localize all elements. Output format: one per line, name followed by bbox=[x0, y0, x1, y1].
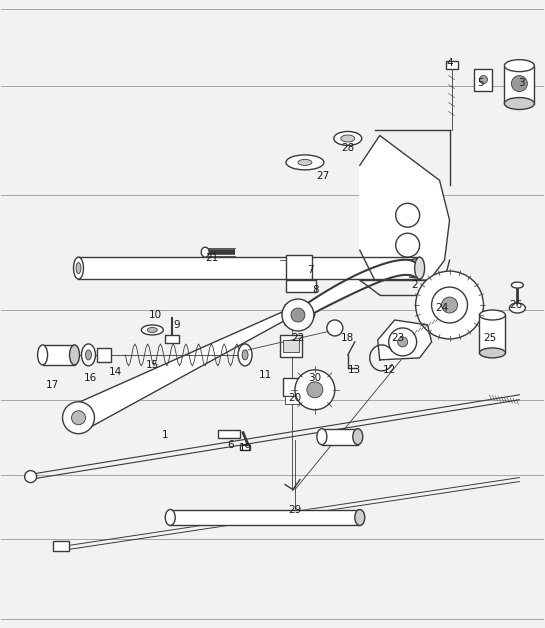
Bar bbox=[286, 280, 316, 292]
Bar bbox=[280, 335, 302, 357]
Text: 29: 29 bbox=[288, 504, 301, 514]
Bar bbox=[240, 445, 250, 450]
Text: 24: 24 bbox=[435, 303, 448, 313]
Text: 22: 22 bbox=[292, 333, 305, 343]
Circle shape bbox=[511, 75, 528, 92]
Ellipse shape bbox=[82, 344, 95, 366]
Text: 30: 30 bbox=[308, 373, 322, 383]
Circle shape bbox=[63, 402, 94, 434]
Circle shape bbox=[480, 75, 487, 84]
Bar bbox=[98, 348, 111, 362]
Ellipse shape bbox=[76, 263, 81, 274]
Circle shape bbox=[71, 411, 86, 425]
Bar bbox=[286, 255, 312, 279]
Text: 27: 27 bbox=[316, 171, 330, 181]
Ellipse shape bbox=[317, 429, 327, 445]
Text: 23: 23 bbox=[391, 333, 404, 343]
Text: 21: 21 bbox=[205, 253, 219, 263]
Text: 4: 4 bbox=[446, 58, 453, 68]
Ellipse shape bbox=[510, 303, 525, 313]
Text: 2: 2 bbox=[411, 280, 418, 290]
Text: 15: 15 bbox=[146, 360, 159, 370]
Ellipse shape bbox=[505, 97, 534, 109]
Ellipse shape bbox=[147, 327, 158, 332]
Ellipse shape bbox=[480, 310, 505, 320]
Polygon shape bbox=[285, 300, 315, 330]
Circle shape bbox=[307, 382, 323, 398]
Ellipse shape bbox=[480, 348, 505, 358]
Bar bbox=[446, 61, 457, 68]
Text: 16: 16 bbox=[84, 373, 97, 383]
Ellipse shape bbox=[353, 429, 363, 445]
Text: 20: 20 bbox=[288, 392, 301, 403]
Circle shape bbox=[25, 470, 37, 482]
Ellipse shape bbox=[298, 160, 312, 165]
Bar bbox=[43, 345, 75, 365]
Ellipse shape bbox=[511, 282, 523, 288]
Text: 5: 5 bbox=[477, 78, 484, 87]
Ellipse shape bbox=[165, 509, 175, 526]
Ellipse shape bbox=[70, 345, 80, 365]
Bar bbox=[52, 541, 69, 551]
Bar bbox=[475, 68, 493, 90]
Circle shape bbox=[291, 308, 305, 322]
Bar bbox=[505, 66, 534, 104]
Polygon shape bbox=[78, 257, 420, 279]
Ellipse shape bbox=[355, 509, 365, 526]
Ellipse shape bbox=[334, 131, 362, 146]
Circle shape bbox=[416, 271, 483, 339]
Text: 28: 28 bbox=[341, 143, 354, 153]
Polygon shape bbox=[170, 509, 360, 526]
Circle shape bbox=[432, 287, 468, 323]
Text: 10: 10 bbox=[149, 310, 162, 320]
Text: 8: 8 bbox=[313, 285, 319, 295]
Ellipse shape bbox=[286, 155, 324, 170]
Ellipse shape bbox=[38, 345, 47, 365]
Text: 1: 1 bbox=[162, 430, 168, 440]
Ellipse shape bbox=[74, 257, 83, 279]
Text: 3: 3 bbox=[518, 78, 525, 87]
Ellipse shape bbox=[141, 325, 164, 335]
Text: 18: 18 bbox=[341, 333, 354, 343]
Text: 9: 9 bbox=[173, 320, 179, 330]
Polygon shape bbox=[72, 308, 294, 430]
Ellipse shape bbox=[238, 344, 252, 366]
Ellipse shape bbox=[505, 60, 534, 72]
Circle shape bbox=[282, 299, 314, 331]
Text: 25: 25 bbox=[483, 333, 496, 343]
Text: 13: 13 bbox=[348, 365, 361, 375]
Text: 19: 19 bbox=[239, 443, 252, 453]
Circle shape bbox=[441, 297, 457, 313]
Bar bbox=[285, 396, 299, 404]
Ellipse shape bbox=[242, 350, 248, 360]
Ellipse shape bbox=[415, 257, 425, 279]
Text: 11: 11 bbox=[258, 370, 271, 380]
Text: 26: 26 bbox=[508, 300, 522, 310]
Circle shape bbox=[295, 370, 335, 409]
Text: 14: 14 bbox=[109, 367, 122, 377]
Bar bbox=[165, 335, 179, 343]
Circle shape bbox=[389, 328, 416, 356]
Text: 12: 12 bbox=[383, 365, 396, 375]
Bar bbox=[322, 429, 358, 445]
Bar bbox=[283, 378, 301, 396]
Polygon shape bbox=[360, 136, 450, 280]
Ellipse shape bbox=[86, 350, 92, 360]
Polygon shape bbox=[378, 320, 432, 360]
Text: 6: 6 bbox=[227, 440, 233, 450]
Circle shape bbox=[398, 337, 408, 347]
Ellipse shape bbox=[201, 247, 209, 257]
Text: 7: 7 bbox=[307, 265, 314, 275]
Bar bbox=[218, 430, 240, 438]
Ellipse shape bbox=[341, 135, 355, 142]
Bar bbox=[283, 340, 299, 352]
Text: 17: 17 bbox=[46, 380, 59, 390]
Circle shape bbox=[327, 320, 343, 336]
Bar bbox=[480, 315, 505, 353]
